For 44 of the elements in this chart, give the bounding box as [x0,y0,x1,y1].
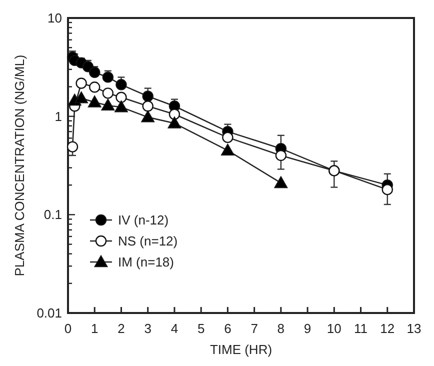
point [168,116,182,128]
x-tick-label: 2 [118,321,125,336]
x-tick-label: 11 [354,321,368,336]
legend-label: IM (n=18) [118,254,174,270]
y-tick-label: 0.01 [36,306,62,321]
point [114,100,128,112]
point [142,100,154,112]
x-tick-label: 8 [277,321,285,336]
point [142,90,154,102]
x-tick-label: 6 [224,321,232,336]
point [116,79,127,90]
point [74,92,88,104]
y-axis-title: PLASMA CONCENTRATION (NG/ML) [12,54,27,276]
x-tick-label: 12 [380,321,395,336]
point [101,98,115,111]
x-tick-label: 5 [197,321,205,336]
point [168,108,180,120]
point [116,92,127,103]
point [382,184,393,196]
y-tick-label: 10 [48,10,62,26]
point [222,132,234,144]
point [102,72,114,83]
legend-label: IV (n-12) [118,212,169,228]
y-tick-label: 0.1 [44,207,62,222]
x-tick-label: 13 [406,321,422,336]
x-tick-label: 4 [170,321,178,336]
x-tick-label: 10 [326,321,342,336]
x-axis-title: TIME (HR) [210,342,272,357]
y-tick-label: 1 [54,108,62,124]
point [221,144,234,156]
point [102,88,114,99]
point [89,82,100,93]
point [66,141,78,152]
legend-label: NS (n=12) [118,234,178,249]
point [141,110,154,122]
x-tick-label: 7 [250,321,258,336]
point [88,96,102,108]
point [76,78,87,89]
x-tick-label: 1 [91,321,98,336]
point [275,150,287,162]
x-tick-label: 3 [144,321,152,336]
x-tick-label: 0 [64,321,72,336]
point [274,176,288,188]
x-tick-label: 9 [304,321,312,336]
